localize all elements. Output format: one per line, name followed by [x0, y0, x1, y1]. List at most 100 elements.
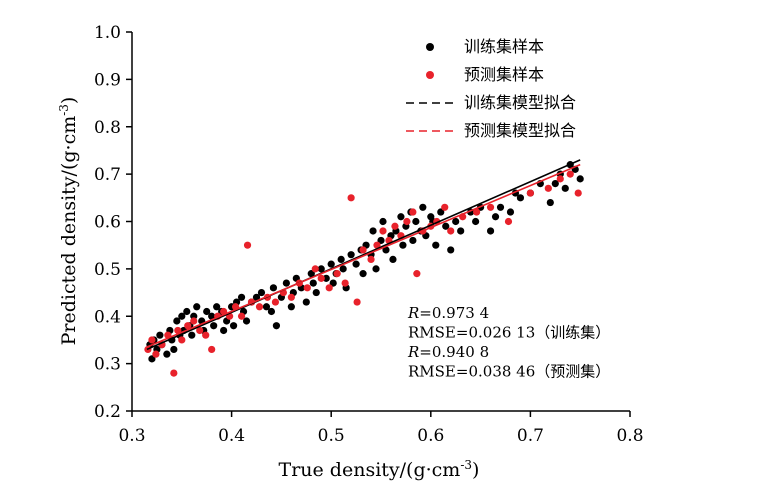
prediction-sample-point: [208, 345, 216, 354]
prediction-sample-point: [367, 255, 375, 263]
training-sample-point: [156, 331, 164, 339]
x-axis-title-sup: -3: [460, 458, 472, 472]
prediction-sample-point: [243, 241, 252, 249]
training-sample-point: [229, 322, 238, 330]
fit-lines: [146, 159, 581, 351]
y-tick-label: 0.9: [94, 70, 121, 90]
training-sample-point: [213, 303, 221, 311]
training-sample-point: [352, 260, 360, 268]
prediction-sample-point: [148, 336, 156, 344]
x-tick-label: 0.4: [218, 426, 245, 446]
training-sample-point: [322, 274, 330, 282]
training-sample-point: [472, 217, 480, 226]
prediction-sample-point: [317, 274, 325, 282]
training-sample-point: [269, 284, 278, 292]
training-sample-point: [307, 270, 315, 278]
x-axis-title-main: True density/(g·cm: [279, 459, 461, 481]
training-sample-point: [287, 303, 295, 311]
training-sample-point: [302, 298, 310, 306]
stat-label: RMSE: [408, 324, 456, 342]
prediction-sample-point: [190, 317, 198, 325]
training-sample-point: [409, 236, 417, 245]
prediction-sample-point: [255, 303, 264, 311]
training-sample-point: [389, 255, 397, 263]
stat-value: =0.038 46（预测集）: [456, 363, 610, 381]
prediction-sample-point: [574, 189, 582, 197]
prediction-sample-point: [409, 208, 417, 216]
stat-value: =0.026 13（训练集）: [456, 324, 610, 342]
training-sample-point: [183, 307, 191, 316]
prediction-sample-point: [303, 284, 311, 292]
training-sample-point: [203, 307, 211, 316]
training-fit-line: [146, 159, 581, 351]
training-sample-point: [329, 279, 337, 287]
legend-label: 预测集样本: [464, 65, 544, 84]
x-tick-label: 0.8: [616, 426, 643, 446]
training-sample-point: [399, 241, 407, 249]
stat-value: =0.940 8: [419, 343, 489, 361]
training-sample-point: [170, 345, 178, 354]
y-axis-title-sup: -3: [57, 104, 71, 116]
x-axis-title-tail: ): [472, 459, 479, 481]
legend-marker: [426, 71, 434, 79]
training-sample-point: [419, 203, 427, 211]
training-sample-point: [148, 355, 156, 363]
training-sample-point: [551, 180, 559, 188]
y-tick-label: 0.6: [94, 213, 121, 233]
prediction-sample-point: [237, 312, 246, 320]
training-sample-point: [312, 288, 320, 297]
prediction-sample-point: [473, 208, 481, 216]
prediction-sample-point: [403, 217, 411, 226]
prediction-sample-point: [333, 270, 341, 278]
training-sample-point: [309, 279, 317, 287]
training-sample-point: [173, 317, 181, 325]
stat-line: RMSE=0.038 46（预测集）: [408, 363, 610, 381]
y-tick-label: 1.0: [94, 23, 121, 43]
training-sample-point: [210, 322, 218, 330]
training-sample-point: [178, 312, 186, 320]
stat-line: R=0.940 8: [407, 343, 489, 361]
training-sample-point: [412, 217, 420, 226]
training-sample-point: [432, 241, 440, 249]
training-sample-point: [382, 246, 390, 254]
prediction-sample-point: [347, 194, 355, 202]
stat-label: RMSE: [408, 363, 456, 381]
prediction-sample-point: [447, 227, 455, 235]
prediction-sample-point: [359, 246, 367, 254]
training-sample-point: [262, 303, 271, 311]
y-tick-label: 0.2: [94, 402, 121, 422]
training-sample-point: [576, 175, 584, 183]
training-sample-point: [496, 203, 505, 211]
x-axis-title: True density/(g·cm-3): [279, 458, 480, 481]
prediction-sample-point: [178, 336, 186, 344]
prediction-sample-point: [287, 293, 295, 301]
data-points: [144, 161, 584, 377]
training-sample-point: [442, 222, 450, 230]
prediction-sample-point: [271, 298, 280, 306]
training-sample-point: [447, 246, 455, 254]
axes: 0.3 0.4 0.5 0.6 0.7 0.8 0.2 0.3 0.4 0.5 0.6 0.7 0.8 0…: [94, 23, 644, 446]
y-axis-title: Predicted density/(g·cm-3): [57, 97, 80, 346]
training-sample-point: [272, 322, 281, 330]
stat-line: RMSE=0.026 13（训练集）: [408, 324, 610, 342]
x-tick-label: 0.3: [118, 426, 145, 446]
y-tick-label: 0.5: [94, 260, 121, 280]
prediction-sample-point: [556, 175, 564, 183]
training-sample-point: [397, 213, 405, 221]
training-sample-point: [282, 279, 290, 287]
training-sample-point: [516, 194, 525, 202]
training-sample-point: [561, 184, 569, 192]
training-sample-point: [506, 208, 515, 216]
legend-label: 预测集模型拟合: [464, 121, 576, 140]
training-sample-point: [337, 255, 345, 263]
stat-label: R: [407, 304, 419, 322]
prediction-sample-point: [441, 203, 449, 211]
prediction-sample-point: [373, 241, 381, 249]
training-sample-point: [188, 331, 196, 339]
x-tick-label: 0.5: [318, 426, 345, 446]
prediction-sample-point: [196, 326, 204, 335]
y-tick-label: 0.8: [94, 118, 121, 138]
training-sample-point: [486, 227, 495, 235]
training-sample-point: [546, 198, 554, 207]
training-sample-point: [457, 227, 465, 235]
